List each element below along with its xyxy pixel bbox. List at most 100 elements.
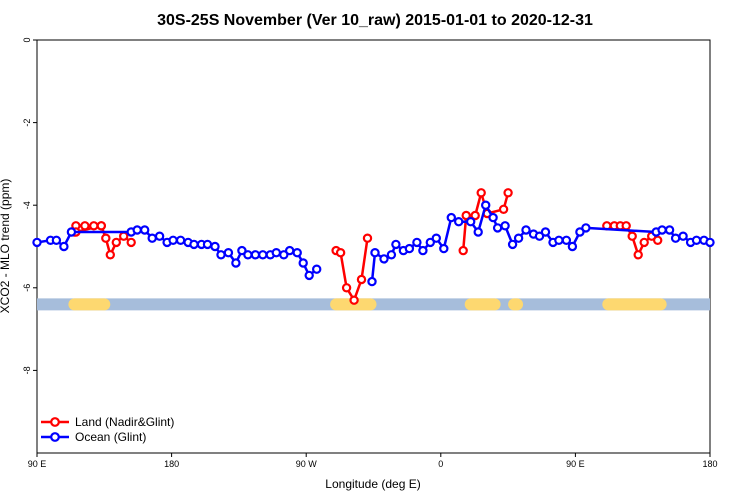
- data-point: [66, 227, 77, 237]
- series-layer: [32, 188, 715, 305]
- data-point: [431, 233, 441, 243]
- y-axis: 0 -2 -4 -6 -8: [22, 37, 37, 374]
- data-point: [147, 233, 157, 243]
- y-tick-label: -4: [22, 201, 32, 209]
- data-point: [627, 231, 637, 241]
- y-tick-label: -2: [22, 119, 32, 127]
- y-axis-label: XCO2 - MLO trend (ppm): [0, 179, 12, 314]
- x-axis: 90 E 180 90 W 0 90 E 180: [28, 453, 718, 469]
- data-point: [412, 237, 422, 248]
- x-tick-label: 90 E: [28, 459, 47, 469]
- legend-marker: [50, 432, 60, 442]
- data-point: [105, 250, 116, 260]
- data-point: [418, 245, 428, 256]
- data-point: [498, 204, 509, 214]
- data-point: [454, 216, 464, 227]
- data-point: [507, 239, 518, 250]
- data-point: [51, 235, 62, 245]
- data-point: [258, 250, 268, 260]
- data-point: [285, 245, 295, 256]
- data-point: [202, 239, 213, 250]
- data-point: [391, 239, 401, 250]
- data-point: [540, 227, 551, 237]
- data-point: [476, 188, 486, 198]
- data-point: [575, 227, 585, 237]
- data-point: [473, 227, 483, 237]
- plot-frame: [36, 39, 711, 454]
- data-point: [581, 223, 591, 233]
- data-point: [370, 247, 380, 258]
- data-point: [304, 270, 314, 281]
- data-point: [404, 243, 415, 254]
- x-tick-label: 0: [438, 459, 443, 469]
- data-point: [32, 237, 42, 248]
- data-point: [678, 231, 688, 241]
- data-point: [80, 221, 90, 231]
- data-point: [216, 250, 226, 260]
- y-tick-label: 0: [22, 37, 32, 42]
- data-point: [271, 247, 281, 258]
- data-point: [425, 237, 435, 248]
- data-point: [243, 250, 253, 260]
- y-tick-label: -6: [22, 284, 32, 292]
- data-point: [341, 283, 352, 293]
- data-point: [534, 231, 545, 241]
- data-point: [250, 250, 261, 260]
- data-point: [513, 233, 524, 243]
- data-point: [500, 221, 510, 231]
- data-point: [554, 235, 564, 245]
- data-point: [210, 241, 220, 252]
- data-point: [189, 239, 199, 250]
- x-axis-label: Longitude (deg E): [325, 477, 420, 491]
- data-point: [567, 241, 578, 252]
- data-point: [481, 200, 491, 210]
- data-point: [231, 258, 241, 268]
- data-point: [312, 264, 322, 274]
- data-point: [59, 241, 69, 252]
- data-point: [279, 250, 289, 260]
- data-point: [561, 235, 572, 245]
- data-point: [458, 245, 468, 256]
- data-point: [139, 225, 150, 235]
- data-point: [126, 237, 136, 248]
- data-point: [461, 210, 471, 221]
- data-point: [466, 216, 476, 227]
- data-point: [367, 276, 377, 287]
- data-point: [111, 237, 122, 248]
- x-tick-label: 180: [164, 459, 179, 469]
- legend-marker: [50, 417, 60, 427]
- data-point: [633, 250, 643, 260]
- legend-label: Land (Nadir&Glint): [75, 415, 174, 429]
- data-point: [132, 225, 142, 235]
- data-point: [89, 221, 99, 231]
- series-line: [335, 238, 369, 302]
- x-tick-label: 90 W: [296, 459, 318, 469]
- chart-title: 30S-25S November (Ver 10_raw) 2015-01-01…: [157, 12, 593, 29]
- data-point: [298, 258, 308, 268]
- legend: Land (Nadir&Glint)Ocean (Glint): [41, 415, 174, 444]
- data-point: [356, 274, 367, 285]
- data-point: [653, 235, 663, 245]
- data-point: [349, 295, 359, 305]
- data-point: [386, 250, 397, 260]
- data-point: [439, 243, 449, 254]
- data-point: [492, 223, 503, 233]
- data-point: [488, 212, 498, 223]
- data-point: [223, 247, 234, 258]
- data-point: [175, 235, 186, 245]
- data-point: [503, 188, 513, 198]
- x-tick-label: 90 E: [566, 459, 585, 469]
- data-point: [292, 247, 302, 258]
- data-point: [657, 225, 667, 235]
- x-tick-label: 180: [702, 459, 717, 469]
- data-point: [101, 233, 111, 243]
- series-ocean: [32, 200, 715, 287]
- data-point: [621, 221, 631, 231]
- data-point: [335, 247, 346, 258]
- data-point: [691, 235, 702, 245]
- data-point: [96, 221, 107, 231]
- data-point: [639, 237, 649, 248]
- data-point: [470, 210, 480, 221]
- data-point: [521, 225, 531, 235]
